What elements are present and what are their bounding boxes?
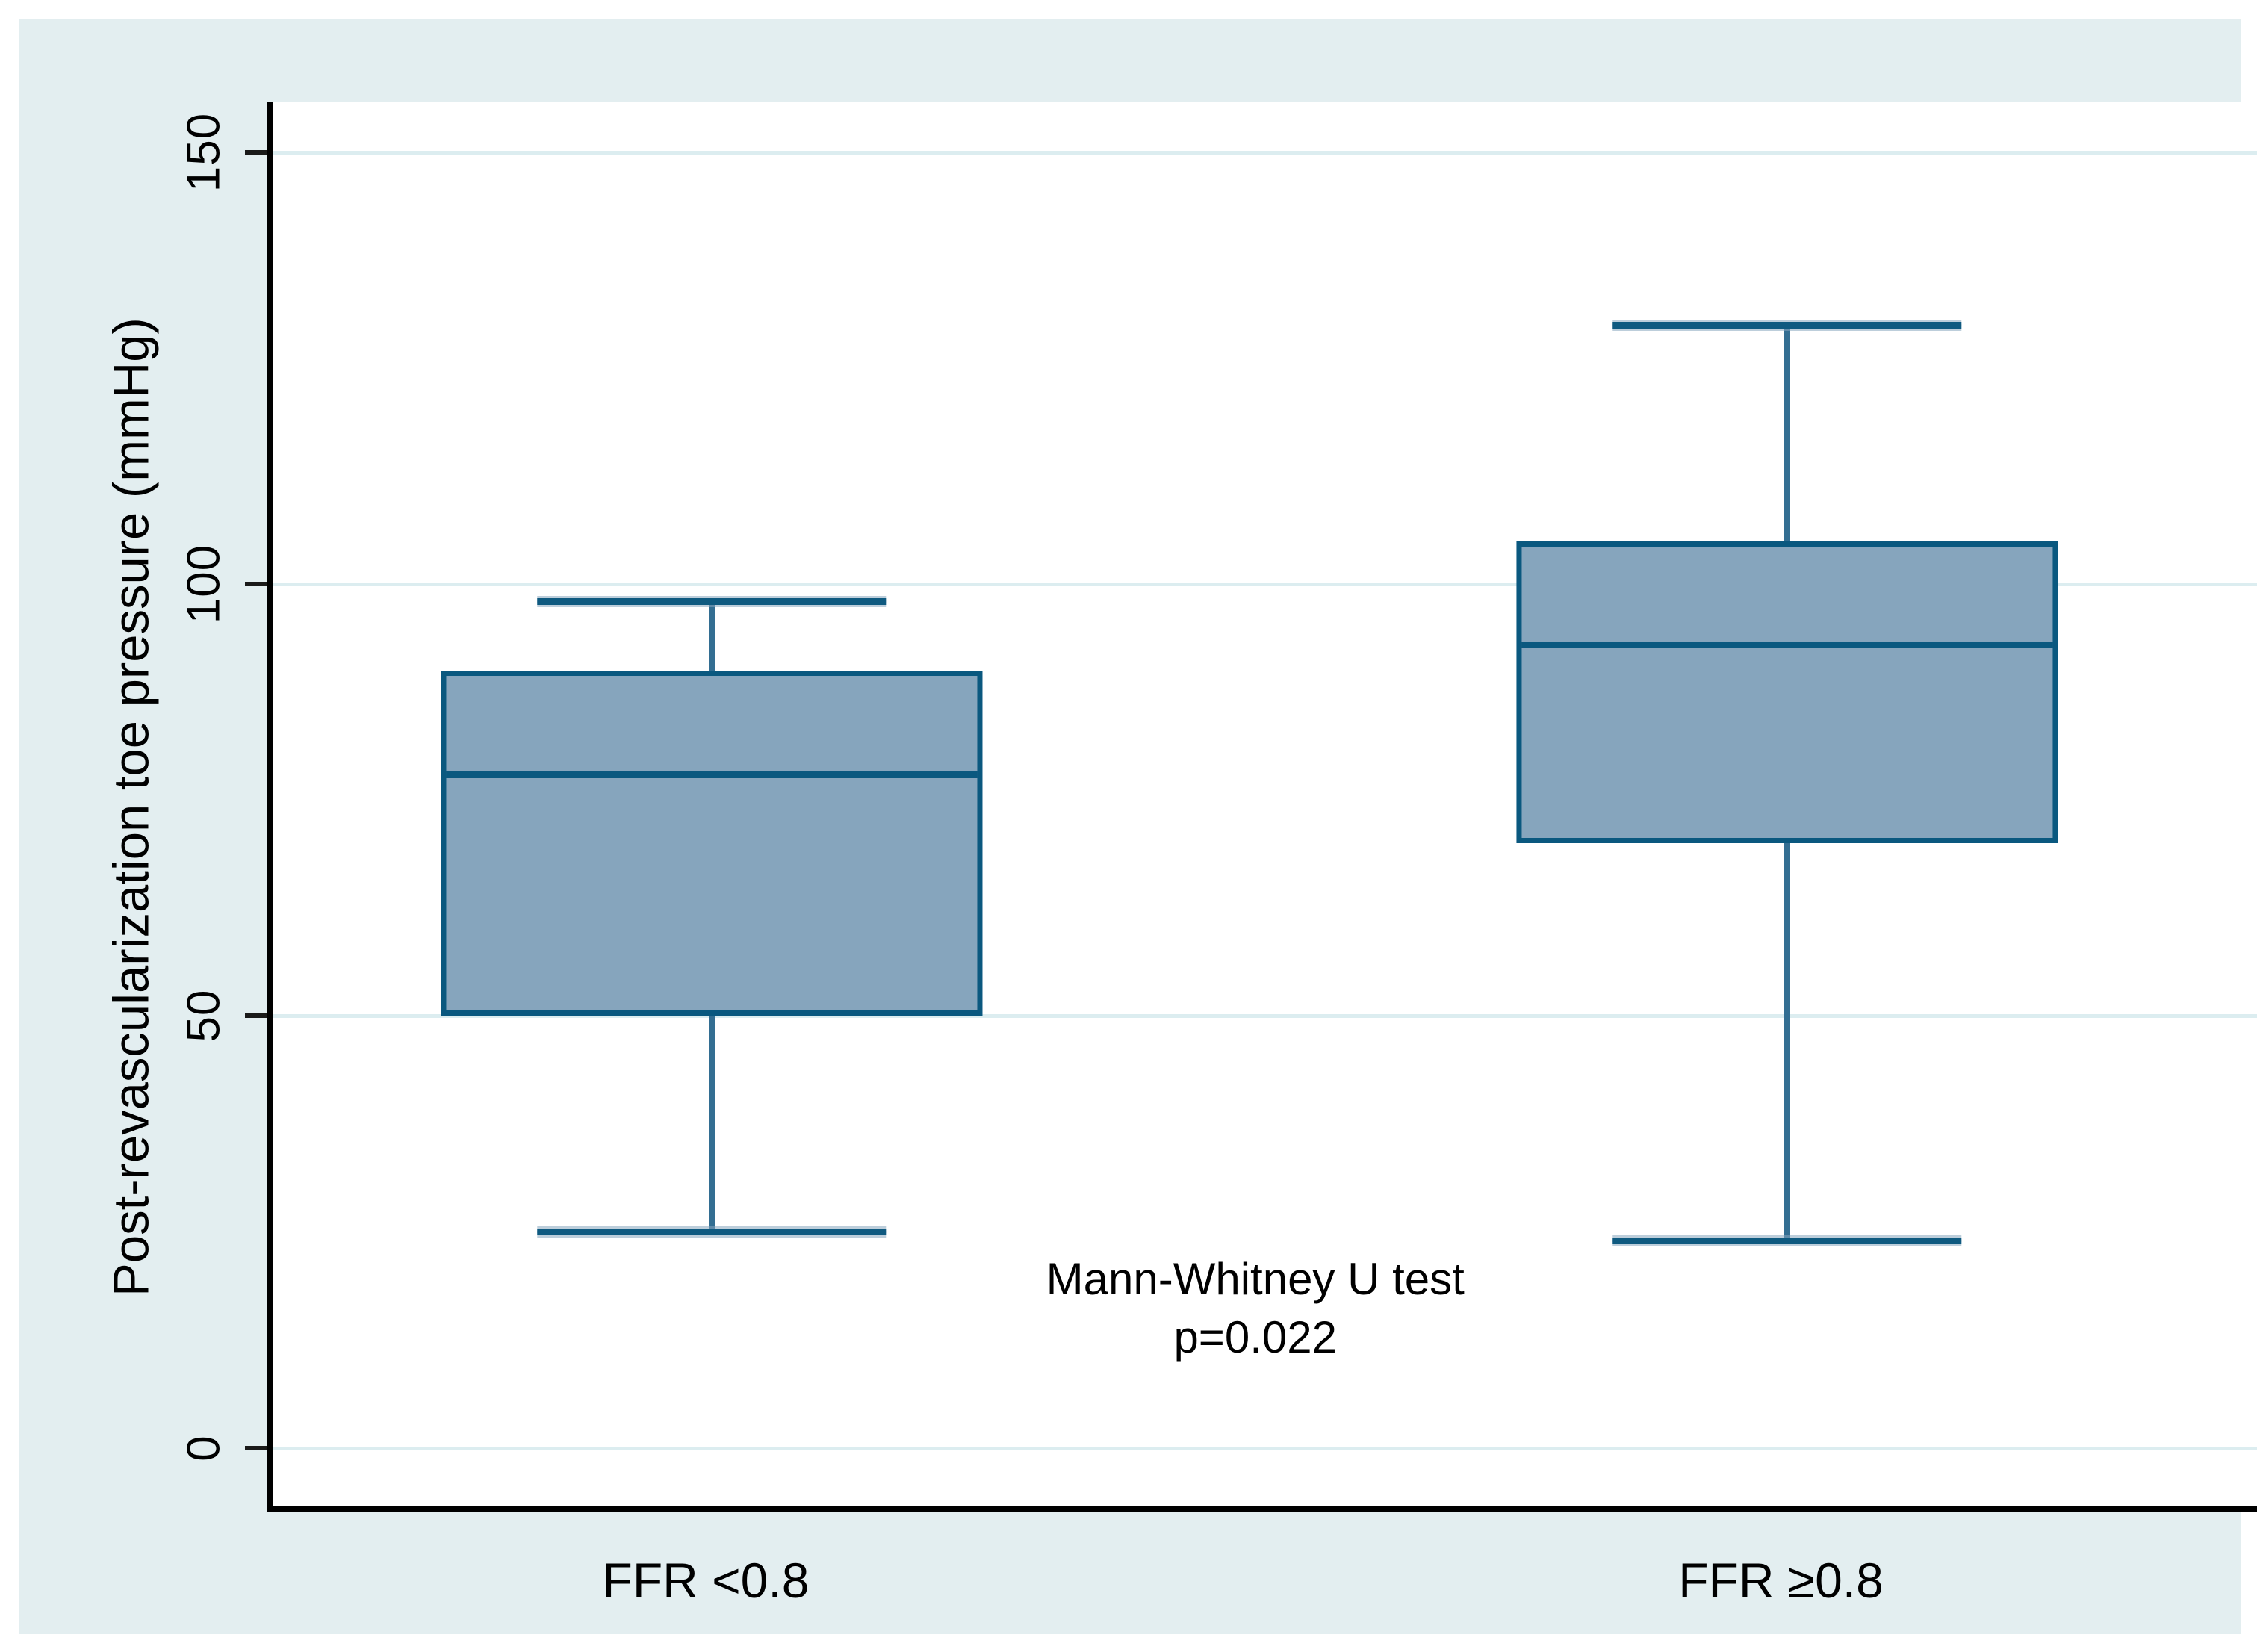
y-tick-mark <box>245 150 267 155</box>
box-iqr <box>441 670 983 1016</box>
annotation-line-1: Mann-Whitney U test <box>1046 1253 1465 1304</box>
upper-whisker-cap <box>537 598 887 606</box>
lower-whisker-cap <box>537 1229 887 1236</box>
y-tick-label: 0 <box>178 1434 230 1462</box>
lower-whisker-stem <box>708 1016 715 1232</box>
x-category-label: FFR <0.8 <box>602 1553 810 1608</box>
annotation-line-2: p=0.022 <box>1173 1311 1337 1362</box>
y-gridline <box>273 1014 2257 1019</box>
median-line <box>1521 642 2053 649</box>
y-gridline <box>273 583 2257 587</box>
box-iqr <box>1515 541 2058 844</box>
lower-whisker-stem <box>1784 843 1790 1241</box>
y-tick-mark <box>245 1013 267 1019</box>
y-tick-label: 150 <box>178 112 230 193</box>
lower-whisker-cap <box>1612 1238 1962 1245</box>
annotation: Mann-Whitney U test p=0.022 <box>1046 1250 1465 1367</box>
upper-whisker-stem <box>708 601 715 671</box>
y-axis-title: Post-revascularization toe pressure (mmH… <box>103 317 160 1297</box>
y-tick-label: 100 <box>178 544 230 624</box>
y-tick-label: 50 <box>178 989 230 1043</box>
y-gridline <box>273 1446 2257 1450</box>
y-gridline <box>273 151 2257 155</box>
median-line <box>446 771 978 778</box>
y-tick-mark <box>245 1445 267 1450</box>
plot-area: Mann-Whitney U test p=0.022 <box>267 102 2257 1512</box>
x-category-label: FFR ≥0.8 <box>1678 1553 1884 1608</box>
y-tick-mark <box>245 582 267 587</box>
figure-background: Mann-Whitney U test p=0.022 Post-revascu… <box>19 19 2257 1634</box>
upper-whisker-stem <box>1784 325 1790 541</box>
upper-whisker-cap <box>1612 322 1962 329</box>
